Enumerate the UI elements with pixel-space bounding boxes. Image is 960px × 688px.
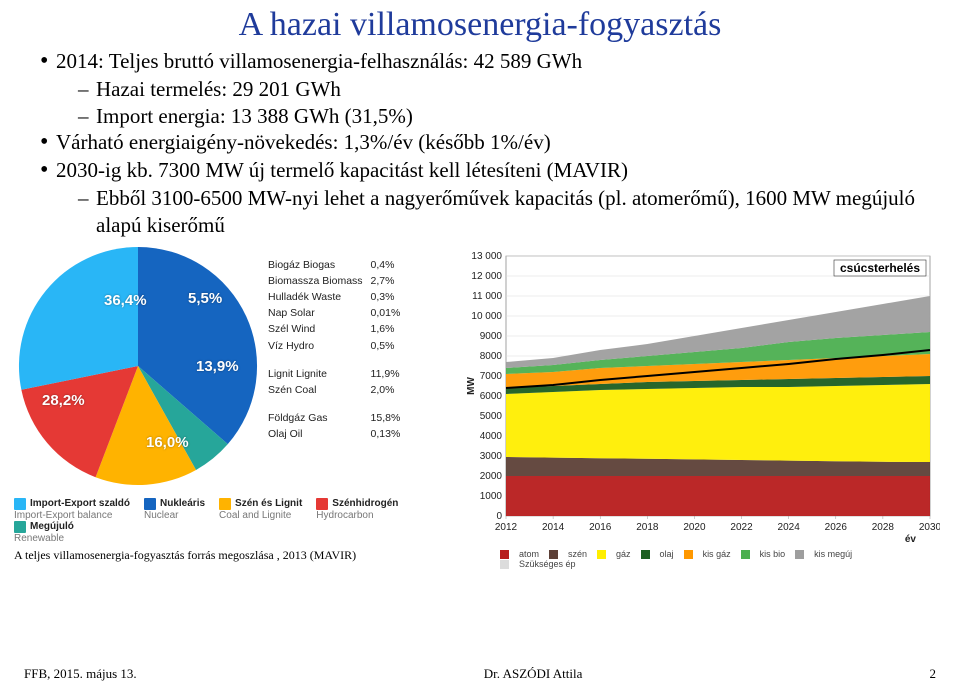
svg-text:2026: 2026	[825, 522, 848, 533]
svg-text:2020: 2020	[683, 522, 706, 533]
fuel-legend-item: MegújulóRenewable	[14, 521, 74, 544]
svg-text:2024: 2024	[778, 522, 801, 533]
area-chart: 0 1000 2000 3000 4000 5000 6000 7000 8000 9000 10 …	[462, 242, 940, 544]
area-legend-item: szén	[549, 549, 587, 559]
page-title: A hazai villamosenergia-fogyasztás	[0, 0, 960, 48]
bullet-3a: Ebből 3100-6500 MW-nyi lehet a nagyerőmű…	[78, 185, 940, 238]
svg-text:10 000: 10 000	[471, 311, 502, 322]
fuel-legend-item: Import-Export szaldóImport-Export balanc…	[14, 498, 130, 521]
bullet-1b: Import energia: 13 388 GWh (31,5%)	[78, 103, 940, 129]
area-legend-item: Szükséges ép	[500, 559, 576, 569]
mini-legend-row: Biogáz Biogas0,4%	[268, 258, 406, 272]
fuel-legend: Import-Export szaldóImport-Export balanc…	[14, 498, 454, 544]
svg-text:2016: 2016	[589, 522, 612, 533]
area-legend-item: kis gáz	[684, 549, 731, 559]
svg-text:1000: 1000	[480, 491, 503, 502]
bullet-3-text: 2030-ig kb. 7300 MW új termelő kapacitás…	[56, 158, 547, 182]
pie-label: 36,4%	[104, 292, 147, 309]
bullet-1a: Hazai termelés: 29 201 GWh	[78, 76, 940, 102]
pie-label: 5,5%	[188, 290, 222, 307]
bullet-3: 2030-ig kb. 7300 MW új termelő kapacitás…	[40, 157, 940, 183]
svg-text:2012: 2012	[495, 522, 518, 533]
mini-legend-row: Szén Coal2,0%	[268, 383, 406, 397]
pie-slice	[19, 247, 138, 390]
area-figure: 0 1000 2000 3000 4000 5000 6000 7000 8000 9000 10 …	[462, 242, 940, 569]
bullet-3-sc: (MAVIR)	[547, 158, 628, 182]
footer-right: 2	[930, 666, 937, 682]
svg-text:6000: 6000	[480, 391, 503, 402]
bullet-1: 2014: Teljes bruttó villamosenergia-felh…	[40, 48, 940, 74]
mini-legend-row: Földgáz Gas15,8%	[268, 411, 406, 425]
mini-legend-row: Víz Hydro0,5%	[268, 339, 406, 353]
area-legend: atom széngázolaj kis gáz kis bio kis megúj Sz…	[462, 549, 940, 569]
svg-text:2018: 2018	[636, 522, 659, 533]
svg-text:2014: 2014	[542, 522, 565, 533]
svg-text:7000: 7000	[480, 371, 503, 382]
svg-text:csúcsterhelés: csúcsterhelés	[840, 261, 920, 275]
fuel-legend-item: SzénhidrogénHydrocarbon	[316, 498, 398, 521]
svg-text:0: 0	[496, 511, 502, 522]
svg-text:MW: MW	[466, 376, 477, 394]
fuel-legend-item: NukleárisNuclear	[144, 498, 205, 521]
mini-legend-row: Olaj Oil0,13%	[268, 427, 406, 441]
area-series	[506, 384, 930, 462]
fuel-legend-item: Szén és LignitCoal and Lignite	[219, 498, 302, 521]
svg-text:2000: 2000	[480, 471, 503, 482]
svg-text:év: év	[905, 534, 917, 544]
footer-center: Dr. ASZÓDI Attila	[484, 666, 583, 682]
pie-label: 13,9%	[196, 358, 239, 375]
svg-text:9000: 9000	[480, 331, 503, 342]
area-legend-item: kis bio	[741, 549, 786, 559]
pie-caption: A teljes villamosenergia-fogyasztás forr…	[14, 548, 454, 563]
area-legend-item: gáz	[597, 549, 631, 559]
mini-legend-row	[268, 399, 406, 409]
svg-text:11 000: 11 000	[472, 291, 502, 302]
pie-label: 28,2%	[42, 392, 85, 409]
bullet-list: 2014: Teljes bruttó villamosenergia-felh…	[0, 48, 960, 238]
mini-legend-row: Hulladék Waste0,3%	[268, 290, 406, 304]
mini-legend-row: Biomassza Biomass2,7%	[268, 274, 406, 288]
bullet-2: Várható energiaigény-növekedés: 1,3%/év …	[40, 129, 940, 155]
mini-legend-row: Szél Wind1,6%	[268, 322, 406, 336]
svg-text:2030: 2030	[919, 522, 940, 533]
footer: FFB, 2015. május 13. Dr. ASZÓDI Attila 2	[0, 666, 960, 682]
svg-text:13 000: 13 000	[471, 251, 502, 262]
area-legend-item: atom	[500, 549, 539, 559]
svg-text:12 000: 12 000	[471, 271, 502, 282]
mini-legend-row: Nap Solar0,01%	[268, 306, 406, 320]
pie-mini-legend: Biogáz Biogas0,4% Biomassza Biomass2,7% Hu…	[266, 256, 408, 444]
footer-left: FFB, 2015. május 13.	[24, 666, 137, 682]
svg-text:8000: 8000	[480, 351, 503, 362]
area-series	[506, 476, 930, 516]
pie-figure: 36,4% 5,5% 13,9% 16,0% 28,2% Biogáz Biogas0,…	[14, 242, 454, 569]
svg-text:4000: 4000	[480, 431, 503, 442]
svg-text:2028: 2028	[872, 522, 895, 533]
svg-text:3000: 3000	[480, 451, 503, 462]
pie-label: 16,0%	[146, 434, 189, 451]
area-legend-item: kis megúj	[795, 549, 852, 559]
mini-legend-row: Lignit Lignite11,9%	[268, 367, 406, 381]
mini-legend-row	[268, 355, 406, 365]
area-legend-item: olaj	[641, 549, 674, 559]
svg-text:5000: 5000	[480, 411, 503, 422]
svg-text:2022: 2022	[730, 522, 753, 533]
